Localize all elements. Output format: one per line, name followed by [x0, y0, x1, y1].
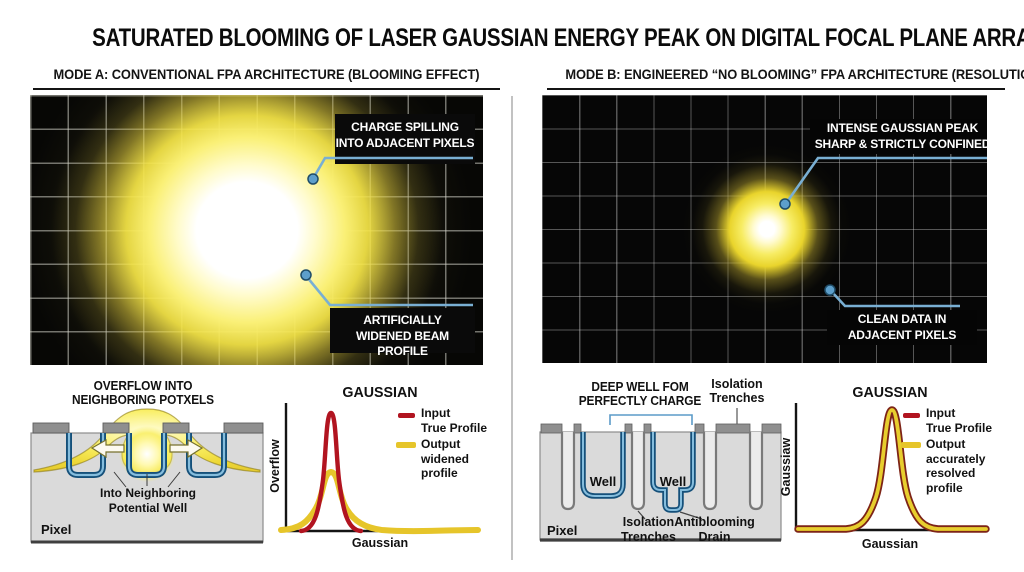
fpa-panel-a: CHARGE SPILLING INTO ADJACENT PIXELS ART… [30, 95, 483, 365]
callout-widened-profile-label: ARTIFICIALLY WIDENED BEAM PROFILE [356, 313, 449, 358]
potential-wells [66, 433, 227, 478]
callout-charge-spilling-label: CHARGE SPILLING INTO ADJACENT PIXELS [335, 120, 475, 150]
callout-dot [779, 198, 791, 210]
callout-dot [824, 284, 836, 296]
antiblooming-drain-label: Antiblooming Drain [674, 515, 755, 544]
plot-a-ylabel: Overflow [268, 439, 282, 493]
gaussian-plot-b [794, 403, 990, 533]
surface-caps [32, 422, 264, 434]
well-label-2: Well [659, 474, 687, 489]
pixel-label: Pixel [41, 522, 72, 537]
input-true-curve [298, 410, 364, 534]
callout-intense-peak-label: INTENSE GAUSSIAN PEAK SHARP & STRICTLY C… [810, 119, 987, 154]
leader-line [312, 156, 473, 178]
callout-dot [307, 173, 319, 185]
callout-clean-data-label: CLEAN DATA IN ADJACENT PIXELS [827, 310, 977, 345]
legend-input-label: Input True Profile [421, 406, 488, 435]
overflow-diagram-heading: OVERFLOW INTO NEIGHBORING POTXELS [71, 379, 215, 407]
fpa-panel-b: INTENSE GAUSSIAN PEAK SHARP & STRICTLY C… [542, 95, 987, 363]
leader-line [831, 291, 960, 308]
well-label-1: Well [589, 474, 617, 489]
mode-b-underline [547, 88, 1005, 90]
overflow-well-diagram [30, 408, 264, 544]
page-title: SATURATED BLOOMING OF LASER GAUSSIAN ENE… [92, 24, 1024, 52]
label-pointer-line [637, 510, 646, 520]
plot-a-title: GAUSSIAN [342, 384, 418, 401]
antibloom-well-diagram [539, 408, 782, 542]
mode-a-underline [33, 88, 500, 90]
isolation-trenches-heading: Isolation Trenches [709, 377, 765, 405]
confined-laser-spot [682, 144, 852, 314]
section-divider [511, 96, 513, 560]
spill-arrow-right-icon [169, 438, 204, 459]
plot-b-ylabel: Gaussiaw [779, 437, 793, 497]
mode-b-header: MODE B: ENGINEERED “NO BLOOMING” FPA ARC… [565, 66, 1024, 82]
leader-line [785, 156, 987, 203]
substrate [539, 431, 782, 541]
mode-a-header: MODE A: CONVENTIONAL FPA ARCHITECTURE (B… [53, 66, 480, 82]
callout-leader-lines-a [300, 156, 473, 307]
deep-wells [580, 432, 696, 513]
leader-line [305, 276, 473, 307]
callout-dot [300, 269, 312, 281]
legend-input-label: Input True Profile [926, 406, 993, 435]
pixel-label: Pixel [547, 523, 578, 538]
callout-leader-lines-b [779, 156, 987, 308]
legend-output-swatch [396, 442, 416, 448]
legend-output-swatch [901, 442, 921, 448]
callout-box-widened-profile: ARTIFICIALLY WIDENED BEAM PROFILE [330, 308, 475, 358]
gaussian-plot-a [278, 403, 481, 535]
plot-b-xlabel: Gaussian [861, 537, 919, 551]
deep-well-heading: DEEP WELL FOM PERFECTLY CHARGE [578, 380, 702, 408]
label-pointer-line [679, 511, 703, 520]
deep-well-bracket [609, 414, 693, 425]
callout-box-charge-spilling: CHARGE SPILLING INTO ADJACENT PIXELS [335, 114, 475, 164]
spill-arrow-left-icon [90, 438, 125, 459]
label-pointer-lines [113, 471, 181, 488]
legend-output-label: Output accurately resolved profile [926, 437, 986, 495]
output-resolved-curve [796, 408, 988, 531]
surface-caps [540, 423, 782, 434]
legend-output-label: Output widened profile [421, 437, 470, 480]
plot-a-xlabel: Gaussian [351, 536, 409, 550]
legend-input-swatch [398, 413, 415, 418]
plot-b-title: GAUSSIAN [852, 384, 928, 401]
legend-input-swatch [903, 413, 920, 418]
isolation-trenches [560, 432, 764, 511]
isolation-trenches-label: Isolation Trenches [621, 515, 676, 544]
into-neighboring-well-label: Into Neighboring Potential Well [100, 486, 196, 515]
